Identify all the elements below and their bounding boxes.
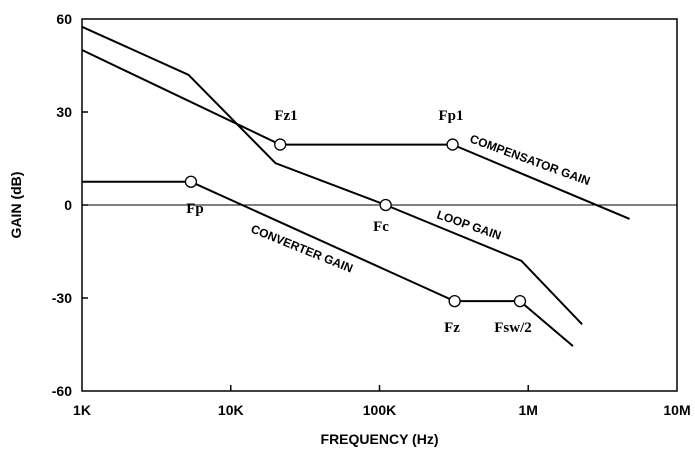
y-tick-label: -30 [52, 290, 72, 306]
circle-marker [184, 175, 198, 188]
annotation-fsw2: Fsw/2 [494, 320, 532, 336]
x-axis-label: FREQUENCY (Hz) [321, 431, 439, 447]
x-tick-label: 1M [519, 402, 538, 418]
annotation-fp: Fp [186, 201, 204, 217]
circle-marker [274, 138, 287, 151]
y-tick-label: 30 [56, 104, 72, 120]
y-tick-label: 0 [64, 197, 72, 213]
x-tick-label: 1K [73, 402, 91, 418]
circle-marker [446, 138, 459, 151]
annotation-fz: Fz [444, 320, 460, 336]
compensator-gain-curve [81, 49, 630, 220]
loop-gain-label: LOOP GAIN [435, 208, 503, 243]
x-tick-label: 10K [218, 402, 244, 418]
circle-marker [379, 198, 392, 212]
annotation-fz1: Fz1 [274, 108, 297, 124]
annotation-fp1: Fp1 [438, 108, 463, 124]
x-tick-label: 100K [363, 402, 396, 418]
x-tick-label: 10M [663, 402, 690, 418]
curves [81, 25, 630, 347]
markers [184, 138, 527, 308]
loop-gain-curve [81, 25, 583, 325]
y-tick-label: 60 [56, 11, 72, 27]
y-tick-label: -60 [52, 383, 72, 399]
y-axis-label: GAIN (dB) [8, 172, 24, 239]
annotation-fc: Fc [373, 219, 389, 235]
circle-marker [513, 294, 527, 308]
circle-marker [448, 294, 461, 308]
x-axis-ticks: 1K 10K 100K 1M 10M [73, 385, 691, 418]
y-axis-ticks: 60 30 0 -30 -60 [52, 11, 88, 399]
